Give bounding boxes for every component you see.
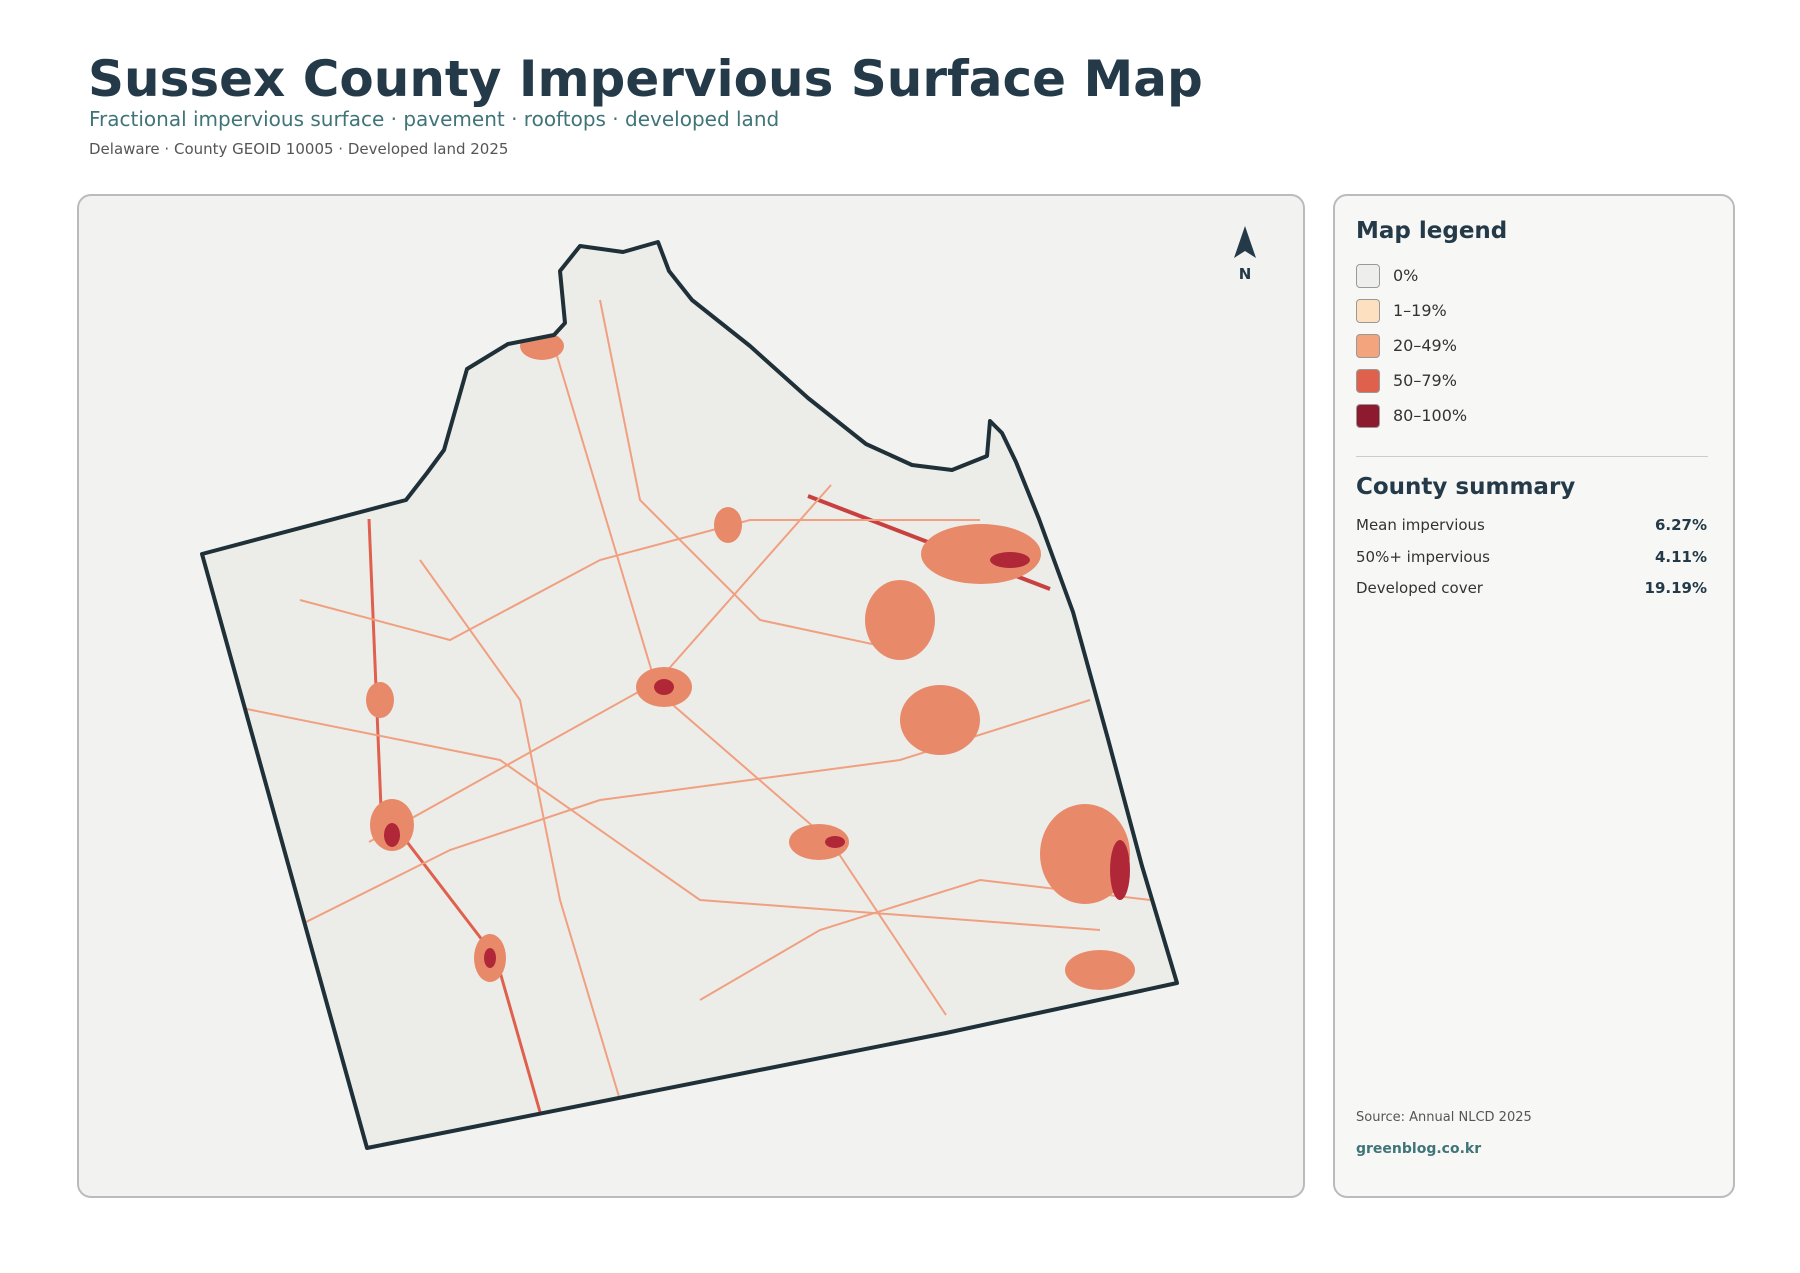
north-label: N [1239,265,1252,283]
summary-title: County summary [1356,474,1576,500]
legend-label: 50–79% [1393,371,1457,390]
legend-swatch [1356,369,1380,393]
legend-title: Map legend [1356,218,1508,244]
legend-label: 1–19% [1393,301,1447,320]
north-arrow [1234,226,1256,258]
legend-swatch [1356,299,1380,323]
title: Sussex County Impervious Surface Map [88,50,1203,108]
summary-value: 19.19% [1644,579,1707,597]
divider [1356,456,1708,457]
impervious-layer [202,299,1151,1120]
summary-label: Developed cover [1356,579,1483,597]
county-outline [200,240,1179,1150]
summary-label: Mean impervious [1356,516,1485,534]
meta: Delaware · County GEOID 10005 · Develope… [89,140,509,158]
legend-swatch [1356,334,1380,358]
site: greenblog.co.kr [1356,1141,1482,1157]
legend-label: 80–100% [1393,406,1468,425]
summary-value: 4.11% [1654,547,1707,566]
sidebar [1333,194,1735,1198]
source: Source: Annual NLCD 2025 [1356,1110,1532,1125]
subtitle: Fractional impervious surface · pavement… [89,107,780,131]
legend-label: 20–49% [1393,336,1457,355]
summary-label: 50%+ impervious [1356,547,1490,566]
legend-swatch [1356,264,1380,288]
legend-swatch [1356,404,1380,428]
summary-value: 6.27% [1654,516,1707,534]
legend-label: 0% [1393,266,1419,285]
